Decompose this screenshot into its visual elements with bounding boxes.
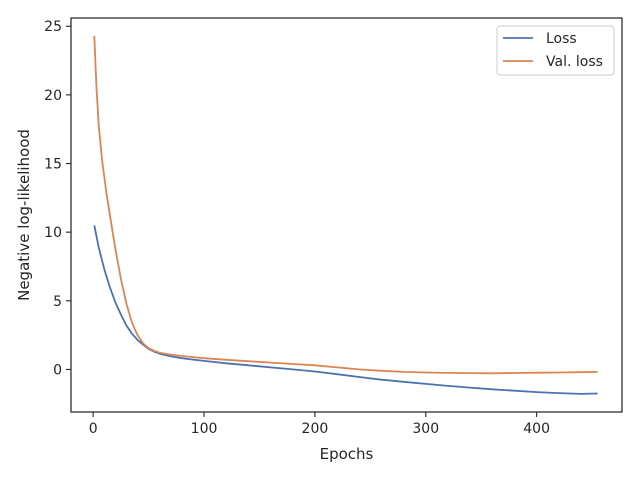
axes-frame	[70, 17, 623, 413]
ticks: 0 100 200 300 400 0 5 10 15 20 25	[44, 19, 550, 437]
y-tick-label: 15	[44, 157, 62, 173]
legend: Loss Val. loss	[496, 25, 615, 76]
y-tick-label: 25	[44, 19, 62, 35]
plot-area	[93, 35, 598, 395]
x-axis-label: Epochs	[320, 445, 374, 463]
x-tick-label: 300	[412, 421, 439, 437]
legend-label-loss: Loss	[546, 31, 577, 47]
series-line-loss	[93, 225, 598, 395]
y-tick-label: 0	[53, 362, 62, 378]
y-tick-label: 5	[53, 294, 62, 310]
y-axis-label: Negative log-likelihood	[15, 129, 33, 301]
x-tick-label: 100	[191, 421, 218, 437]
x-tick-label: 200	[302, 421, 329, 437]
legend-label-val-loss: Val. loss	[546, 54, 603, 70]
series-line-val-loss	[93, 35, 598, 375]
y-tick-label: 10	[44, 225, 62, 241]
x-tick-label: 0	[89, 421, 98, 437]
y-tick-label: 20	[44, 88, 62, 104]
x-tick-label: 400	[523, 421, 550, 437]
